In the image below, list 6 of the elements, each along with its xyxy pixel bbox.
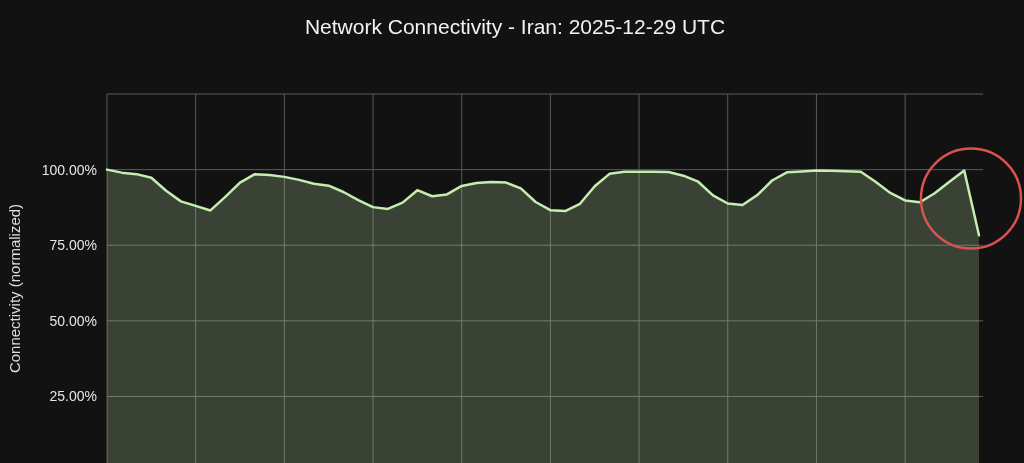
y-tick-label: 50.00% bbox=[49, 312, 97, 329]
chart-title: Network Connectivity - Iran: 2025-12-29 UTC bbox=[304, 15, 726, 38]
y-axis-title: Connectivity (normalized) bbox=[6, 203, 23, 374]
y-tick-label: 75.00% bbox=[49, 237, 97, 254]
y-tick-label: 100.00% bbox=[41, 161, 97, 178]
y-tick-label: 25.00% bbox=[49, 388, 97, 405]
